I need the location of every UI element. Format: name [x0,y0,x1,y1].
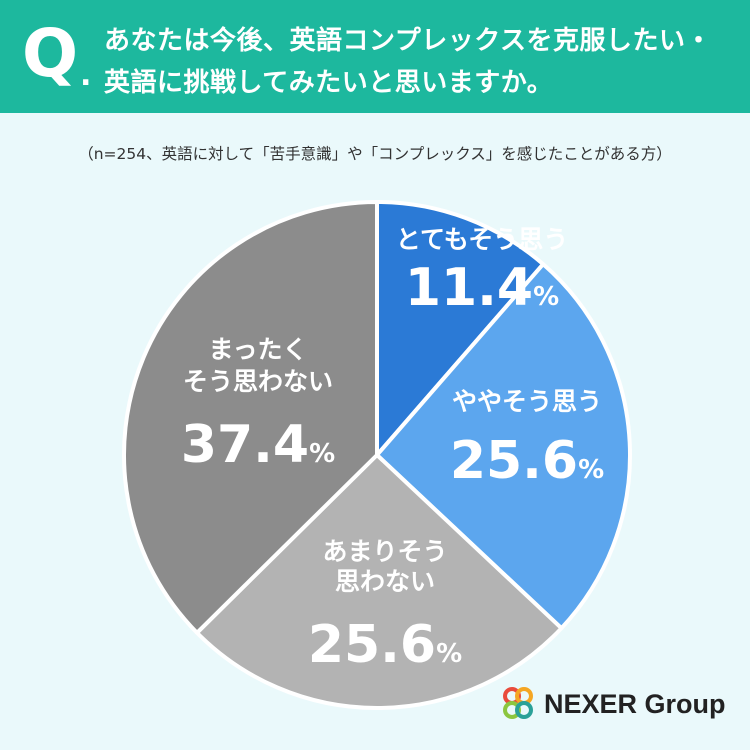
nexer-logo: NEXER Group [498,686,726,722]
slice-label-2-line-1: 思わない [335,567,435,596]
pie-slice-1 [375,262,632,631]
pie-slice-3 [122,200,379,635]
pie-slice-2 [194,453,564,710]
slice-label-1-line-0: ややそう思う [452,387,602,416]
slice-value-3: 37.4% [181,415,335,475]
nexer-logo-icon [503,687,533,719]
question-line-2: 英語に挑戦してみたいと思いますか。 [104,68,554,98]
slice-value-2: 25.6% [308,615,462,675]
slice-value-0: 11.4% [405,258,559,318]
q-letter: Q [22,15,79,92]
pie-slice-0 [375,200,546,457]
slice-label-2-line-0: あまりそう [322,537,447,566]
slice-label-3-line-1: そう思わない [183,367,333,396]
sample-note: （n=254、英語に対して「苦手意識」や「コンプレックス」を感じたことがある方） [78,145,672,163]
q-mark: Q . [22,14,102,94]
slice-label-3-line-0: まったく [208,335,307,364]
q-dot: . [80,58,92,93]
question-header: Q . あなたは今後、英語コンプレックスを克服したい・ 英語に挑戦してみたいと思… [0,0,750,113]
question-line-1: あなたは今後、英語コンプレックスを克服したい・ [104,26,712,56]
slice-label-0-line-0: とてもそう思う [396,225,569,254]
slice-value-1: 25.6% [450,431,604,491]
nexer-logo-text: NEXER Group [544,688,726,719]
